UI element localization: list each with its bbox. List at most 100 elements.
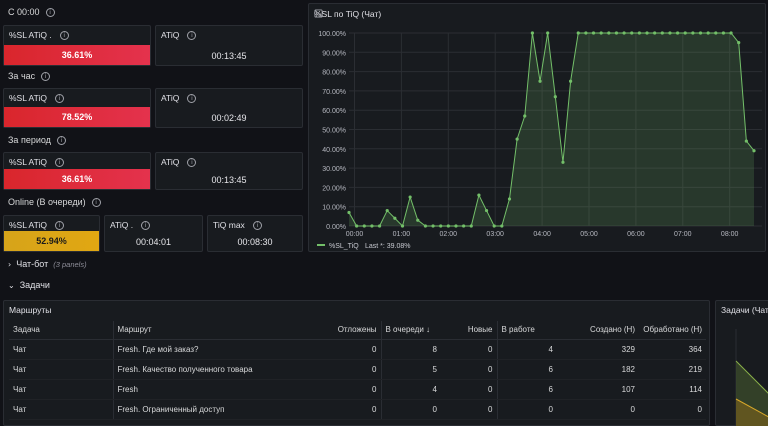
row-chatbot[interactable]: › Чат-бот (3 panels) xyxy=(8,259,87,269)
legend-label: %SL_TiQ xyxy=(329,243,359,250)
data-point xyxy=(706,31,710,35)
data-point xyxy=(362,224,366,228)
data-point xyxy=(454,224,458,228)
data-point xyxy=(377,224,382,228)
table-row: Чат Fresh. Качество полученного товара 0… xyxy=(9,359,706,380)
routes-table-panel: Маршруты Задача Маршрут Отложены В очере… xyxy=(3,300,710,426)
row-tasks[interactable]: ⌄ Задачи xyxy=(8,280,50,290)
data-point xyxy=(584,31,588,35)
col-header-deferred[interactable]: Отложены xyxy=(313,321,381,340)
data-point xyxy=(416,218,420,222)
info-icon[interactable]: i xyxy=(56,135,66,145)
data-point xyxy=(645,31,649,35)
stat-panel-atiq-online: ATiQ .i 00:04:01 xyxy=(104,215,203,252)
data-point xyxy=(370,224,374,228)
y-tick-label: 60.00% xyxy=(322,108,346,115)
data-point xyxy=(393,216,397,220)
data-point xyxy=(698,31,703,35)
col-header-route[interactable]: Маршрут xyxy=(112,321,313,340)
section-period: За период i xyxy=(8,135,66,145)
data-point xyxy=(714,31,718,35)
info-icon[interactable]: i xyxy=(41,71,51,81)
data-point xyxy=(423,224,428,228)
data-point xyxy=(484,208,489,213)
stat-value: 36.61% xyxy=(4,169,150,189)
data-point xyxy=(737,41,741,45)
data-point xyxy=(569,79,573,83)
data-point xyxy=(691,31,695,35)
data-point xyxy=(538,79,542,83)
data-point xyxy=(637,31,641,35)
col-header-created[interactable]: Создано (Н) xyxy=(557,321,639,340)
info-icon[interactable]: i xyxy=(45,7,55,17)
x-tick-label: 01:00 xyxy=(393,231,411,238)
table-row: Чат Fresh. Где мой заказ? 0 8 0 4 329 36… xyxy=(9,339,706,360)
data-point xyxy=(721,31,726,35)
routes-table: Задача Маршрут Отложены В очереди ↓ Новы… xyxy=(9,321,706,420)
x-tick-label: 06:00 xyxy=(627,231,645,238)
x-tick-label: 02:00 xyxy=(440,231,458,238)
col-header-new[interactable]: Новые xyxy=(441,321,497,340)
stat-value: 00:04:01 xyxy=(135,237,172,247)
stat-panel-tiq-max: TiQ max i 00:08:30 xyxy=(207,215,303,252)
y-tick-label: 30.00% xyxy=(322,166,346,173)
chart-title: %SL по TiQ (Чат) xyxy=(314,9,382,19)
chevron-right-icon: › xyxy=(8,259,12,269)
info-icon[interactable]: i xyxy=(252,220,262,230)
stat-panel-atiq-midnight: ATiQ i 00:13:45 xyxy=(155,25,303,66)
data-point xyxy=(507,197,512,201)
stat-panel-atiq-hour: ATiQ i 00:02:49 xyxy=(155,88,303,128)
y-tick-label: 90.00% xyxy=(322,50,346,57)
stat-value: 36.61% xyxy=(4,45,150,65)
info-icon[interactable]: i xyxy=(59,30,69,40)
x-tick-label: 08:00 xyxy=(721,231,739,238)
section-since-midnight: С 00:00 i xyxy=(8,7,55,17)
data-point xyxy=(355,224,359,228)
data-point xyxy=(591,31,596,35)
no-link-icon[interactable] xyxy=(314,9,323,18)
stat-value: 00:02:49 xyxy=(211,113,247,123)
info-icon[interactable]: i xyxy=(54,157,64,167)
tasks-chat-panel: Задачи (Чат) xyxy=(715,300,768,426)
stat-panel-sl-hour: %SL ATiQ i 78.52% xyxy=(3,88,151,128)
stat-value: 00:13:45 xyxy=(211,175,247,185)
data-point xyxy=(675,31,680,35)
info-icon[interactable]: i xyxy=(187,157,197,167)
data-point xyxy=(576,31,580,35)
col-header-task[interactable]: Задача xyxy=(9,321,113,340)
x-tick-label: 05:00 xyxy=(580,231,598,238)
col-header-queued[interactable]: В очереди ↓ xyxy=(380,321,441,340)
data-point xyxy=(385,208,389,213)
data-point xyxy=(530,31,534,35)
y-tick-label: 10.00% xyxy=(322,205,346,212)
info-icon[interactable]: i xyxy=(141,220,151,230)
col-header-processed[interactable]: Обработано (Н) xyxy=(639,321,706,340)
info-icon[interactable]: i xyxy=(54,220,64,230)
col-header-in-work[interactable]: В работе xyxy=(496,321,557,340)
data-point xyxy=(630,31,634,35)
tasks-chat-title: Задачи (Чат) xyxy=(721,305,768,315)
data-point xyxy=(439,224,443,228)
data-point xyxy=(523,114,527,118)
info-icon[interactable]: i xyxy=(91,197,101,207)
routes-table-title: Маршруты xyxy=(9,305,52,315)
section-last-hour: За час i xyxy=(8,71,51,81)
chevron-down-icon: ⌄ xyxy=(8,280,15,290)
data-point xyxy=(492,224,496,228)
data-point xyxy=(653,31,657,35)
data-point xyxy=(408,195,412,199)
data-point xyxy=(614,31,619,35)
data-point xyxy=(668,31,672,35)
x-tick-label: 03:00 xyxy=(486,231,504,238)
info-icon[interactable]: i xyxy=(187,93,197,103)
y-tick-label: 100.00% xyxy=(318,31,346,38)
info-icon[interactable]: i xyxy=(54,93,64,103)
data-point xyxy=(561,160,565,164)
data-point xyxy=(400,224,405,228)
x-tick-label: 00:00 xyxy=(346,231,364,238)
table-row: Чат Fresh. Ограниченный доступ 0 0 0 0 0… xyxy=(9,399,706,420)
x-tick-label: 07:00 xyxy=(674,231,692,238)
info-icon[interactable]: i xyxy=(187,30,197,40)
stat-value: 00:13:45 xyxy=(211,51,247,61)
data-point xyxy=(446,224,450,228)
